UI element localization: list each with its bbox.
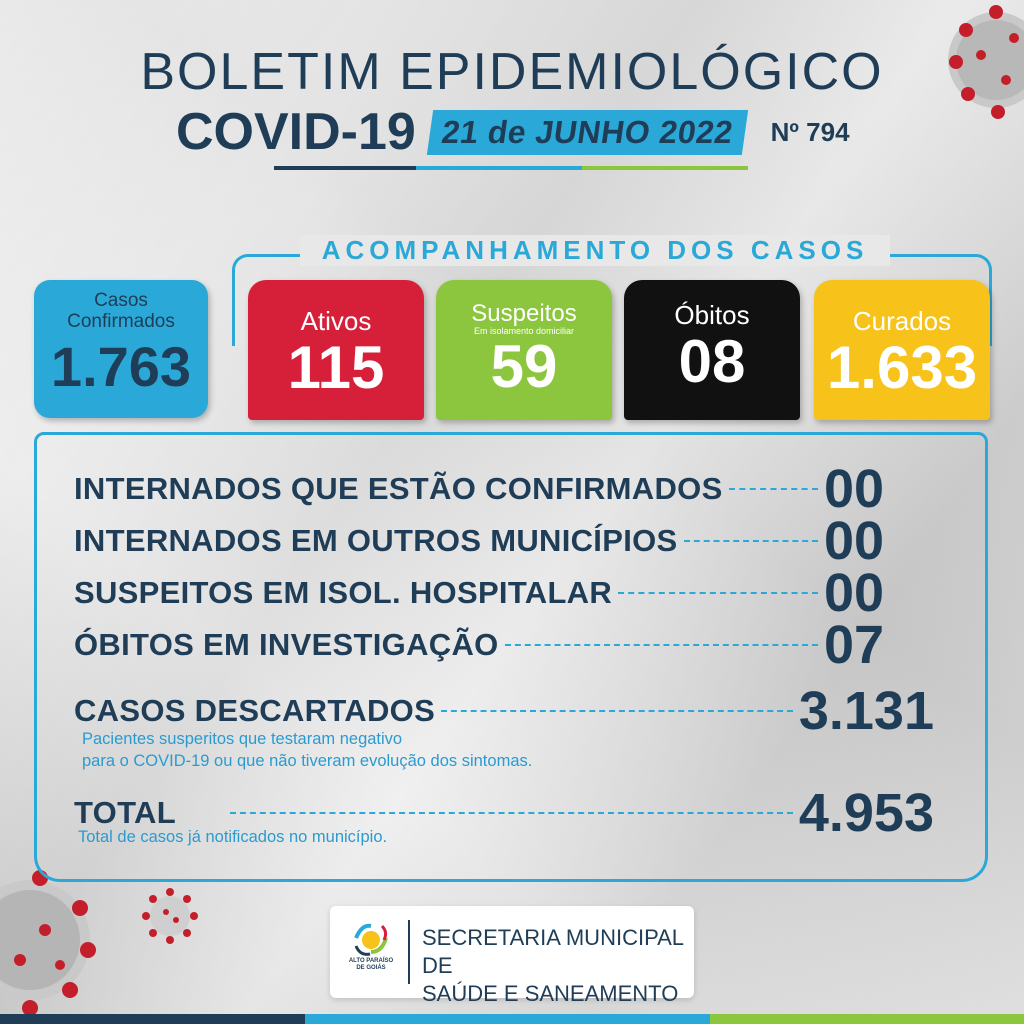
footer-line1: SECRETARIA MUNICIPAL DE — [422, 925, 684, 978]
total-note: Total de casos já notificados no municíp… — [78, 828, 388, 846]
details-box — [34, 432, 988, 882]
date-badge: 21 de JUNHO 2022 — [426, 109, 748, 155]
detail-label: ÓBITOS EM INVESTIGAÇÃO — [74, 627, 499, 662]
detail-row-hospital-isolation: SUSPEITOS EM ISOL. HOSPITALAR 00 — [74, 562, 934, 624]
detail-label: INTERNADOS EM OUTROS MUNICÍPIOS — [74, 523, 678, 558]
detail-value: 00 — [824, 563, 885, 623]
detail-label: CASOS DESCARTADOS — [74, 693, 436, 728]
virus-icon — [142, 888, 198, 944]
confirmed-value: 1.763 — [50, 335, 192, 398]
discarded-note-line1: Pacientes susperitos que testaram negati… — [82, 730, 403, 748]
deaths-label: Óbitos — [674, 300, 750, 330]
detail-row-deaths-investigation: ÓBITOS EM INVESTIGAÇÃO 07 — [74, 614, 934, 676]
logo-line2: DE GOIÁS — [356, 965, 386, 971]
discarded-note-line2: para o COVID-19 ou que não tiveram evolu… — [82, 752, 533, 770]
covid-header-row: COVID-19 21 de JUNHO 2022 Nº 794 — [176, 102, 850, 162]
recovered-label: Curados — [852, 306, 952, 336]
active-label: Ativos — [300, 306, 372, 336]
suspected-card: Suspeitos Em isolamento domiciliar 59 — [436, 280, 612, 420]
discarded-note: Pacientes susperitos que testaram negati… — [82, 728, 532, 772]
dashed-leader — [504, 644, 818, 646]
confirmed-label-line1: Casos — [94, 290, 148, 311]
dashed-leader — [230, 812, 793, 814]
detail-value: 3.131 — [798, 681, 934, 741]
suspected-label: Suspeitos — [471, 300, 577, 327]
detail-value: 00 — [824, 459, 885, 519]
detail-label: TOTAL — [74, 795, 176, 830]
detail-value: 4.953 — [798, 783, 934, 843]
recovered-value: 1.633 — [826, 334, 978, 401]
detail-value: 00 — [824, 511, 885, 571]
title-underline — [274, 166, 748, 170]
confirmed-label-line2: Confirmados — [67, 311, 175, 332]
dashed-leader — [441, 710, 793, 712]
virus-icon — [948, 5, 1024, 119]
suspected-value: 59 — [490, 333, 558, 400]
logo-line1: ALTO PARAÍSO — [348, 958, 394, 964]
active-card: Ativos 115 — [248, 280, 424, 420]
bulletin-number: Nº 794 — [770, 116, 850, 147]
municipality-logo-icon — [354, 923, 388, 956]
detail-row-confirmed-hospitalized: INTERNADOS QUE ESTÃO CONFIRMADOS 00 — [74, 458, 934, 520]
covid-label: COVID-19 — [176, 103, 416, 161]
deaths-card: Óbitos 08 — [624, 280, 800, 420]
virus-icon — [0, 870, 96, 1016]
tracking-title: ACOMPANHAMENTO DOS CASOS — [300, 235, 890, 266]
detail-row-other-municipalities: INTERNADOS EM OUTROS MUNICÍPIOS 00 — [74, 510, 934, 572]
logo-text: ALTO PARAÍSO DE GOIÁS — [338, 958, 404, 972]
dashed-leader — [728, 488, 818, 490]
bulletin-title: BOLETIM EPIDEMIOLÓGICO — [140, 43, 884, 101]
detail-label: INTERNADOS QUE ESTÃO CONFIRMADOS — [74, 471, 723, 506]
confirmed-card: Casos Confirmados 1.763 — [34, 280, 208, 418]
dashed-leader — [618, 592, 818, 594]
detail-value: 07 — [824, 615, 885, 675]
footer-card: ALTO PARAÍSO DE GOIÁS SECRETARIA MUNICIP… — [330, 906, 694, 1006]
footer-line2: SAÚDE E SANEAMENTO — [422, 981, 679, 1006]
dashed-leader — [683, 540, 818, 542]
suspected-sublabel: Em isolamento domiciliar — [473, 326, 575, 336]
footer-divider — [408, 920, 410, 984]
detail-row-total: TOTAL 4.953 — [74, 782, 934, 844]
active-value: 115 — [287, 334, 385, 401]
detail-label: SUSPEITOS EM ISOL. HOSPITALAR — [74, 575, 613, 610]
deaths-value: 08 — [678, 328, 746, 395]
bottom-color-bar — [0, 1014, 1024, 1024]
detail-row-discarded: CASOS DESCARTADOS 3.131 — [74, 680, 934, 742]
footer-text: SECRETARIA MUNICIPAL DE SAÚDE E SANEAMEN… — [422, 924, 694, 1008]
recovered-card: Curados 1.633 — [814, 280, 990, 420]
